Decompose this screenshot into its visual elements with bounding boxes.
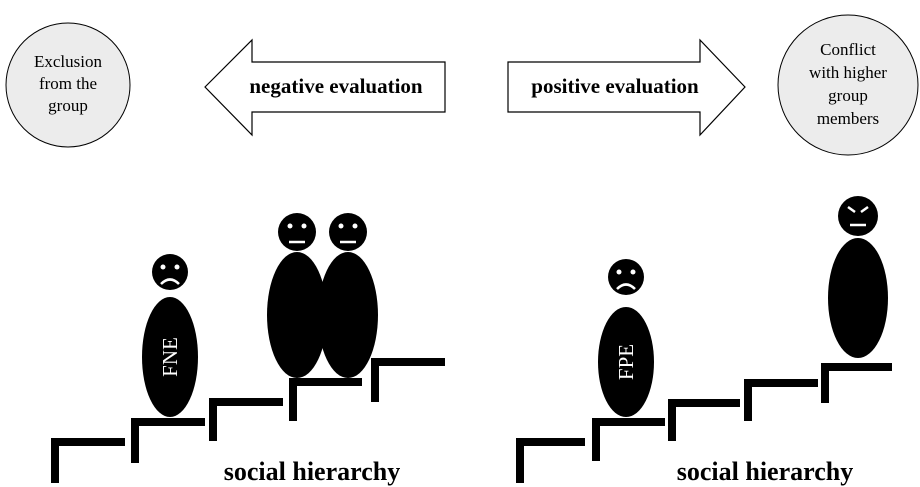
figure-label: FPE xyxy=(614,344,638,380)
circle-text: with higher xyxy=(809,63,887,82)
caption: social hierarchy xyxy=(677,457,853,486)
outcome-circle xyxy=(778,15,918,155)
diagram: Exclusion from the group Conflict with h… xyxy=(0,0,920,487)
circle-text: group xyxy=(48,96,88,115)
figure-label: FNE xyxy=(158,337,182,377)
arrow-label: negative evaluation xyxy=(249,74,423,98)
circle-text: group xyxy=(828,86,868,105)
figure xyxy=(318,213,378,378)
circle-text: members xyxy=(817,109,879,128)
circle-text: Conflict xyxy=(820,40,876,59)
figure xyxy=(828,196,888,358)
figure xyxy=(598,259,654,417)
figure xyxy=(267,213,327,378)
caption: social hierarchy xyxy=(224,457,400,486)
arrow-label: positive evaluation xyxy=(531,74,699,98)
figure xyxy=(142,254,198,417)
circle-text: from the xyxy=(39,74,97,93)
circle-text: Exclusion xyxy=(34,52,102,71)
